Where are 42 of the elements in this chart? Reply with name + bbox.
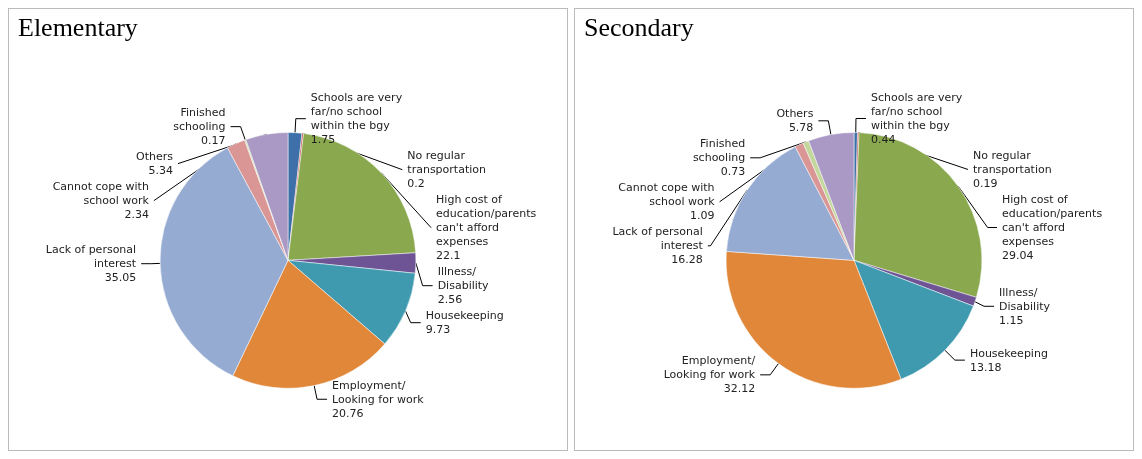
slice-label: Schools are very far/no school within the bgy	[870, 90, 963, 132]
chart-title: Secondary	[584, 12, 694, 42]
slice-label: Cannot cope with school work	[52, 180, 150, 208]
data-label: 29.04	[1002, 248, 1034, 262]
data-label: 1.75	[310, 133, 336, 147]
slice-label: Lack of personal interest	[45, 243, 137, 271]
slice-label: Cannot cope with school work	[618, 181, 716, 209]
slice-label: Finished schooling	[692, 137, 746, 165]
slice-label: Finished schooling	[173, 106, 226, 134]
slice-label: High cost of education/parents can't afford expenses	[436, 193, 537, 249]
slice-label: Housekeeping	[425, 309, 504, 323]
data-label: 1.15	[999, 313, 1024, 327]
slice-label: No regular transportation	[973, 148, 1052, 176]
chart-title: Elementary	[18, 12, 138, 42]
data-label: 0.19	[973, 176, 998, 190]
data-label: 32.12	[723, 382, 756, 396]
slice-label: Others	[135, 150, 174, 164]
data-label: 16.28	[671, 253, 703, 267]
data-label: 0.73	[720, 165, 746, 179]
data-label: 5.78	[788, 121, 814, 135]
data-label: 0.17	[201, 134, 226, 148]
slice-label: Schools are very far/no school within the bgy	[310, 91, 403, 133]
data-label: 35.05	[104, 271, 137, 285]
slice-label: Illness/Disability	[437, 265, 490, 293]
data-label: 5.34	[148, 164, 173, 178]
data-label: 1.09	[690, 209, 715, 223]
slice-label: Employment/Looking for work	[663, 354, 756, 382]
slice-label: Employment/Looking for work	[332, 378, 425, 406]
data-label: 22.1	[436, 249, 461, 263]
data-label: 9.73	[425, 323, 451, 337]
slice-label: Housekeeping	[969, 346, 1048, 360]
data-label: 13.18	[969, 360, 1002, 374]
data-label: 20.76	[332, 406, 364, 420]
slice-label: High cost of education/parents can't afford expenses	[1002, 192, 1103, 248]
data-label: 0.44	[870, 132, 896, 146]
slice-label: Illness/Disability	[999, 285, 1051, 313]
slice-label: Others	[776, 107, 814, 121]
data-label: 0.2	[407, 177, 425, 191]
slice-label: No regular transportation	[407, 149, 486, 177]
data-label: 2.56	[437, 293, 463, 307]
data-label: 2.34	[124, 208, 149, 222]
slice-label: Lack of personal interest	[612, 225, 704, 253]
